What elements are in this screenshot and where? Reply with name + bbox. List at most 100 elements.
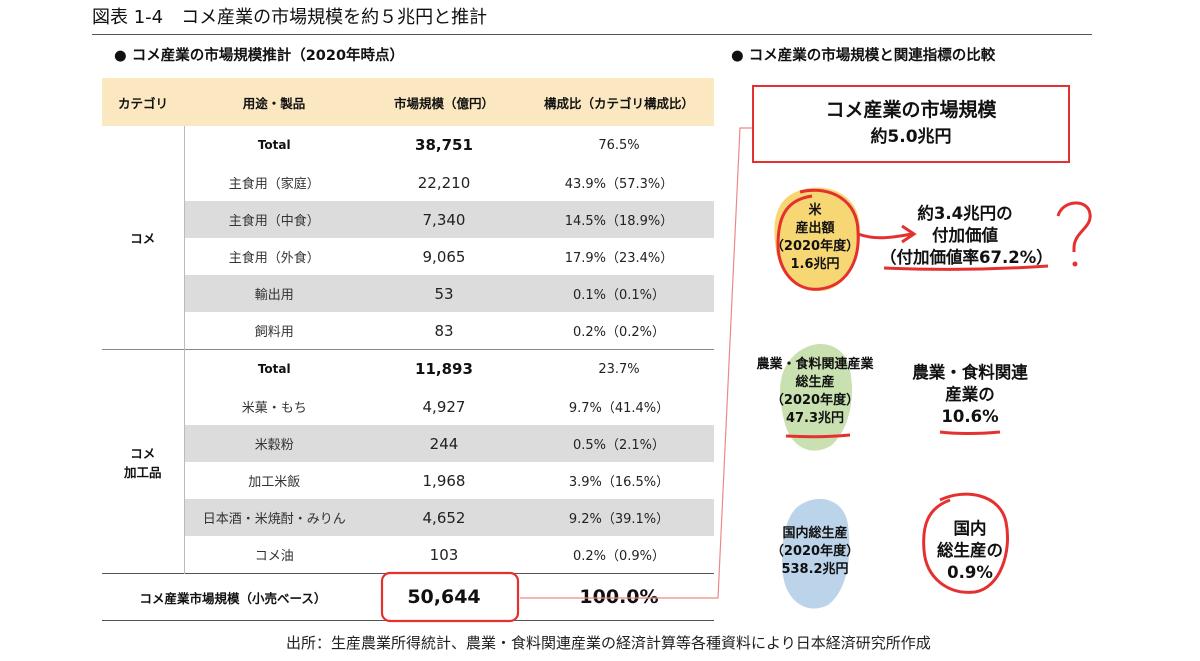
market-value: 9,065 [422,247,466,266]
table-row: 米穀粉 244 0.5%（2.1%） [102,425,714,462]
question-mark-dot [1072,261,1078,267]
market-value: 1,968 [422,471,466,490]
right-section-heading: ● コメ産業の市場規模と関連指標の比較 [731,48,996,64]
figure-title: 図表 1-4 コメ産業の市場規模を約５兆円と推計 [92,7,488,28]
market-size-box: コメ産業の市場規模 約5.0兆円 [752,85,1070,163]
rice-total-ratio: 76.5% [598,137,640,153]
ratio-value: 0.2%（0.9%） [572,549,666,564]
table-row: 飼料用 83 0.2%（0.2%） [102,312,714,350]
final-total-label: コメ産業市場規模（小売ベース） [102,573,364,621]
rice-output-l3: （2020年度） [770,239,860,254]
source-note: 出所：生産農業所得統計、農業・食料関連産業の経済計算等各種資料により日本経済研究… [286,634,931,652]
arrow-head-icon [901,224,917,244]
agri-share-underline [939,430,1001,435]
table-row: 日本酒・米焼酎・みりん 4,652 9.2%（39.1%） [102,499,714,536]
market-size-title: コメ産業の市場規模 [825,99,997,121]
table-row: 主食用（中食） 7,340 14.5%（18.9%） [102,201,714,238]
rice-output-l4: 1.6兆円 [790,257,840,272]
ratio-value: 9.7%（41.4%） [568,401,670,416]
ratio-value: 9.2%（39.1%） [524,499,714,536]
use-label: 加工米飯 [248,475,301,490]
rice-output-l1: 米 [808,203,822,218]
use-label: 輸出用 [184,275,364,312]
use-label: 米穀粉 [184,425,364,462]
ratio-value: 0.2%（0.2%） [572,325,666,340]
use-label: 日本酒・米焼酎・みりん [184,499,364,536]
use-label: 米菓・もち [241,401,307,416]
table-row: 加工米飯 1,968 3.9%（16.5%） [102,462,714,499]
agri-food-l2: 総生産 [795,375,835,390]
agri-food-text: 農業・食料関連産業 総生産 （2020年度） 47.3兆円 [740,356,890,428]
market-value: 4,652 [364,499,524,536]
value-added-l2: 付加価値 [932,226,998,245]
left-section-heading: ● コメ産業の市場規模推計（2020年時点） [114,48,405,64]
market-value: 22,210 [417,173,471,192]
rice-output-text: 米 産出額 （2020年度） 1.6兆円 [765,202,865,274]
category-processed-line1: コメ [130,445,156,461]
connector-line [520,127,752,599]
title-rule [92,34,1092,35]
rice-total-value: 38,751 [415,136,473,154]
agri-food-l3: （2020年度） [770,393,860,408]
rice-output-blob [774,187,861,292]
agri-share-l2: 産業の [945,385,995,404]
ratio-value: 17.9%（23.4%） [564,251,674,266]
market-value: 4,927 [422,397,466,416]
value-added-l3: （付加価値率67.2%） [880,248,1053,267]
market-size-value: 約5.0兆円 [870,127,952,147]
gdp-share-circle [922,492,1009,594]
gdp-share-l3: 0.9% [947,563,993,582]
ratio-value: 43.9%（57.3%） [564,177,674,192]
processed-total-value: 11,893 [364,349,524,388]
header-market-size: 市場規模（億円） [364,78,524,126]
arrow-line [857,232,913,240]
use-label: 飼料用 [254,325,294,340]
market-value: 83 [434,321,454,340]
market-value: 7,340 [364,201,524,238]
category-rice: コメ [102,126,185,350]
ratio-value: 0.5%（2.1%） [524,425,714,462]
use-label: 主食用（外食） [228,251,320,266]
table-row: 米菓・もち 4,927 9.7%（41.4%） [102,388,714,425]
value-added-text: 約3.4兆円の 付加価値 （付加価値率67.2%） [880,203,1053,269]
agri-share-l1: 農業・食料関連 [912,363,1028,382]
agri-food-blob [780,343,852,451]
gdp-l3: 538.2兆円 [781,562,849,577]
rice-total-label: Total [257,138,291,152]
header-ratio: 構成比（カテゴリ構成比） [524,78,714,126]
category-processed: コメ 加工品 [102,349,185,574]
use-label: 主食用（中食） [184,201,364,238]
value-added-underline [883,264,1049,271]
market-value: 103 [429,545,459,564]
market-value: 244 [364,425,524,462]
table-row: 主食用（家庭） 22,210 43.9%（57.3%） [102,164,714,201]
ratio-value: 3.9%（16.5%） [568,475,670,490]
gdp-share-l2: 総生産の [937,541,1003,560]
ratio-value: 14.5%（18.9%） [524,201,714,238]
table-row: コメ油 103 0.2%（0.9%） [102,536,714,574]
agri-food-underline [785,433,851,439]
ratio-value: 0.1%（0.1%） [524,275,714,312]
market-value: 53 [364,275,524,312]
table-row: 輸出用 53 0.1%（0.1%） [102,275,714,312]
use-label: コメ油 [254,549,294,564]
header-use: 用途・製品 [184,78,364,126]
gdp-share-text: 国内 総生産の 0.9% [915,518,1025,584]
final-total-ratio: 100.0% [524,573,714,621]
gdp-share-l1: 国内 [953,519,987,538]
agri-share-l3: 10.6% [941,407,999,426]
table-header-row: カテゴリ 用途・製品 市場規模（億円） 構成比（カテゴリ構成比） [102,78,714,126]
rice-total-row: コメ Total 38,751 76.5% [102,126,714,350]
agri-share-text: 農業・食料関連 産業の 10.6% [900,362,1040,428]
gdp-l2: （2020年度） [770,544,860,559]
processed-total-label: Total [184,349,364,388]
agri-food-l1: 農業・食料関連産業 [756,357,874,372]
agri-food-l4: 47.3兆円 [785,411,845,426]
table-row: 主食用（外食） 9,065 17.9%（23.4%） [102,238,714,275]
gdp-l1: 国内総生産 [782,526,848,541]
market-size-table: カテゴリ 用途・製品 市場規模（億円） 構成比（カテゴリ構成比） コメ Tota… [102,78,714,621]
category-processed-line2: 加工品 [123,464,162,480]
gdp-blob [782,498,850,609]
gdp-text: 国内総生産 （2020年度） 538.2兆円 [760,525,870,579]
